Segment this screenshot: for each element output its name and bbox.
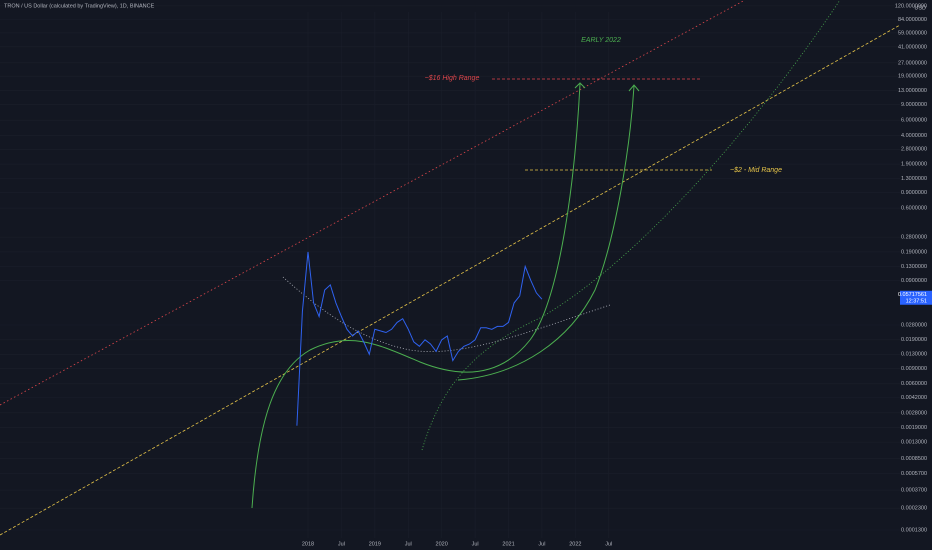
last-price-badge (900, 290, 932, 305)
growth-curve (251, 83, 581, 509)
y-tick-label: 0.0042000 (901, 395, 927, 401)
y-tick-label: 0.0280000 (901, 322, 927, 328)
y-tick-label: 0.0060000 (901, 381, 927, 387)
price-axis (900, 0, 932, 550)
y-tick-label: 41.0000000 (898, 44, 927, 50)
y-tick-label: 0.0002300 (901, 506, 927, 512)
last-price-label: 0.05717561 (898, 292, 927, 298)
y-tick-label: 0.0019000 (901, 425, 927, 431)
y-tick-label: 0.1900000 (901, 249, 927, 255)
y-tick-label: 0.0008500 (901, 456, 927, 462)
x-tick-label: Jul (405, 541, 412, 547)
y-tick-label: 0.6000000 (901, 206, 927, 212)
y-tick-label: 0.0090000 (901, 366, 927, 372)
x-tick-label: 2021 (502, 541, 514, 547)
y-tick-label: 6.0000000 (901, 118, 927, 124)
trend-line-high (0, 0, 746, 406)
annotation: ~$2 - Mid Range (730, 167, 782, 174)
price-line (296, 251, 543, 426)
y-tick-label: 1.3000000 (901, 176, 927, 182)
growth-curve (457, 85, 635, 381)
y-tick-label: 0.0005700 (901, 471, 927, 477)
annotation: ~$16 High Range (425, 75, 480, 82)
plot (296, 251, 543, 426)
y-tick-label: 19.0000000 (898, 74, 927, 80)
x-tick-label: Jul (338, 541, 345, 547)
x-tick-label: 2020 (436, 541, 448, 547)
grid (0, 5, 900, 540)
y-tick-label: 0.0028000 (901, 410, 927, 416)
y-tick-label: 4.0000000 (901, 133, 927, 139)
drawings (0, 0, 901, 536)
x-tick-label: Jul (605, 541, 612, 547)
chart-title: TRON / US Dollar (calculated by TradingV… (4, 3, 155, 9)
countdown-label: 12:37:51 (906, 299, 927, 305)
annotation: EARLY 2022 (581, 37, 621, 44)
y-tick-label: 9.0000000 (901, 102, 927, 108)
y-tick-label: 2.8000000 (901, 147, 927, 153)
y-tick-label: 0.9000000 (901, 190, 927, 196)
y-tick-label: 0.0003700 (901, 488, 927, 494)
arrow-head (628, 84, 640, 92)
axis-unit: USD (914, 5, 926, 11)
y-tick-label: 0.0001300 (901, 527, 927, 533)
y-tick-label: 13.0000000 (898, 88, 927, 94)
y-tick-label: 0.0130000 (901, 352, 927, 358)
y-tick-label: 59.0000000 (898, 30, 927, 36)
x-tick-label: 2022 (569, 541, 581, 547)
arrow-head (574, 82, 586, 89)
x-tick-label: 2019 (369, 541, 381, 547)
y-tick-label: 120.0000000 (895, 3, 927, 9)
y-tick-label: 0.1300000 (901, 264, 927, 270)
y-tick-label: 0.0013000 (901, 440, 927, 446)
x-tick-label: Jul (538, 541, 545, 547)
y-tick-label: 27.0000000 (898, 60, 927, 66)
y-tick-label: 0.0190000 (901, 337, 927, 343)
x-tick-label: Jul (472, 541, 479, 547)
y-tick-label: 0.2800000 (901, 235, 927, 241)
trend-line-mid (0, 24, 901, 536)
dotted-curve (421, 0, 841, 451)
y-tick-label: 1.9000000 (901, 162, 927, 168)
y-tick-label: 0.0900000 (901, 278, 927, 284)
time-axis (0, 538, 932, 550)
y-tick-label: 84.0000000 (898, 17, 927, 23)
x-tick-label: 2018 (302, 541, 314, 547)
